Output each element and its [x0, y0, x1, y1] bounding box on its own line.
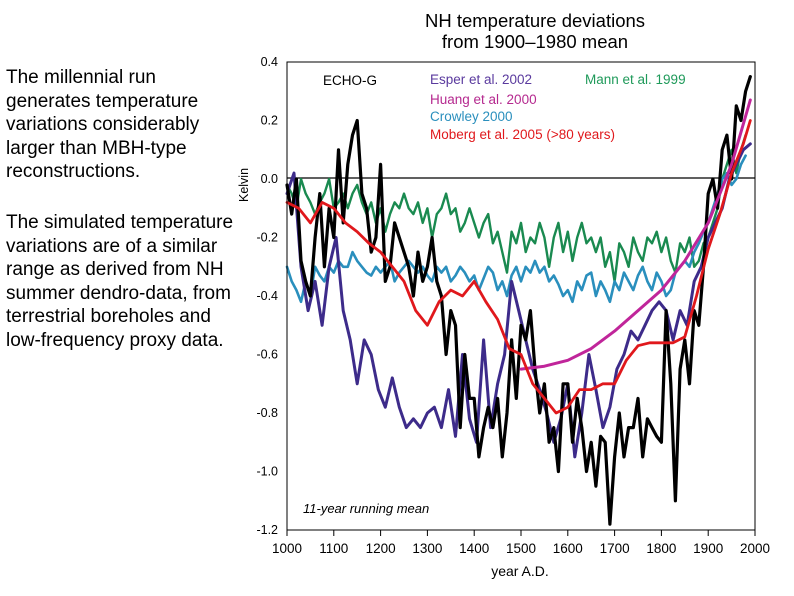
slide-text-paragraph-2: The simulated temperature variations are… — [6, 211, 241, 352]
x-tick-label: 1900 — [693, 541, 723, 556]
y-tick-label: 0.2 — [261, 114, 278, 128]
y-axis-label: Kelvin — [237, 168, 251, 202]
x-tick-label: 1800 — [646, 541, 676, 556]
x-tick-label: 1500 — [506, 541, 536, 556]
x-tick-label: 1700 — [600, 541, 630, 556]
legend: ECHO-G Esper et al. 2002 Mann et al. 1999 H… — [323, 72, 686, 142]
y-tick-labels: 0.4 0.2 0.0 -0.2 -0.4 -0.6 -0.8 -1.0 -1.2 — [256, 55, 278, 537]
y-tick-label: -0.4 — [256, 289, 278, 303]
x-tick-label: 1300 — [412, 541, 442, 556]
y-tick-label: -1.0 — [256, 465, 278, 479]
y-tick-label: -0.2 — [256, 231, 278, 245]
legend-entry: ECHO-G — [323, 73, 377, 88]
legend-entry: Crowley 2000 — [430, 109, 513, 124]
legend-entry: Esper et al. 2002 — [430, 72, 532, 87]
x-tick-label: 1000 — [272, 541, 302, 556]
x-tick-labels: 1000 1100 1200 1300 1400 1500 1600 1700 1800 1900… — [272, 530, 770, 556]
slide-text-paragraph-1: The millennial run generates temperature… — [6, 66, 241, 184]
x-tick-label: 2000 — [740, 541, 770, 556]
series-line-mann-et-al-1999 — [285, 133, 747, 283]
legend-entry: Huang et al. 2000 — [430, 92, 537, 107]
chart-subtitle: from 1900–1980 mean — [442, 31, 628, 52]
x-tick-label: 1400 — [459, 541, 489, 556]
y-tick-label: -0.6 — [256, 348, 278, 362]
y-tick-label: 0.0 — [261, 172, 278, 186]
x-axis-label: year A.D. — [491, 563, 549, 579]
x-tick-label: 1600 — [553, 541, 583, 556]
legend-entry: Mann et al. 1999 — [585, 72, 686, 87]
x-tick-label: 1100 — [319, 541, 348, 556]
plot-frame — [286, 61, 756, 531]
paragraph-2-text: The simulated temperature variations are… — [6, 212, 234, 351]
series-line-huang-et-al-2000 — [519, 98, 752, 371]
running-mean-annotation: 11-year running mean — [303, 501, 429, 516]
series-line-echo-g — [285, 74, 752, 526]
legend-entry: Moberg et al. 2005 (>80 years) — [430, 127, 615, 142]
series-line-crowley-2000 — [285, 154, 747, 304]
x-tick-label: 1200 — [366, 541, 396, 556]
series-line-esper-et-al-2002 — [285, 142, 752, 459]
chart-title: NH temperature deviations — [425, 10, 645, 31]
series-lines — [285, 74, 752, 526]
y-tick-label: -0.8 — [256, 406, 278, 420]
y-tick-label: -1.2 — [256, 523, 278, 537]
paragraph-1-text: The millennial run generates temperature… — [6, 67, 200, 182]
series-line-moberg-et-al-2005-80-years — [285, 119, 752, 415]
y-tick-label: 0.4 — [261, 55, 278, 69]
